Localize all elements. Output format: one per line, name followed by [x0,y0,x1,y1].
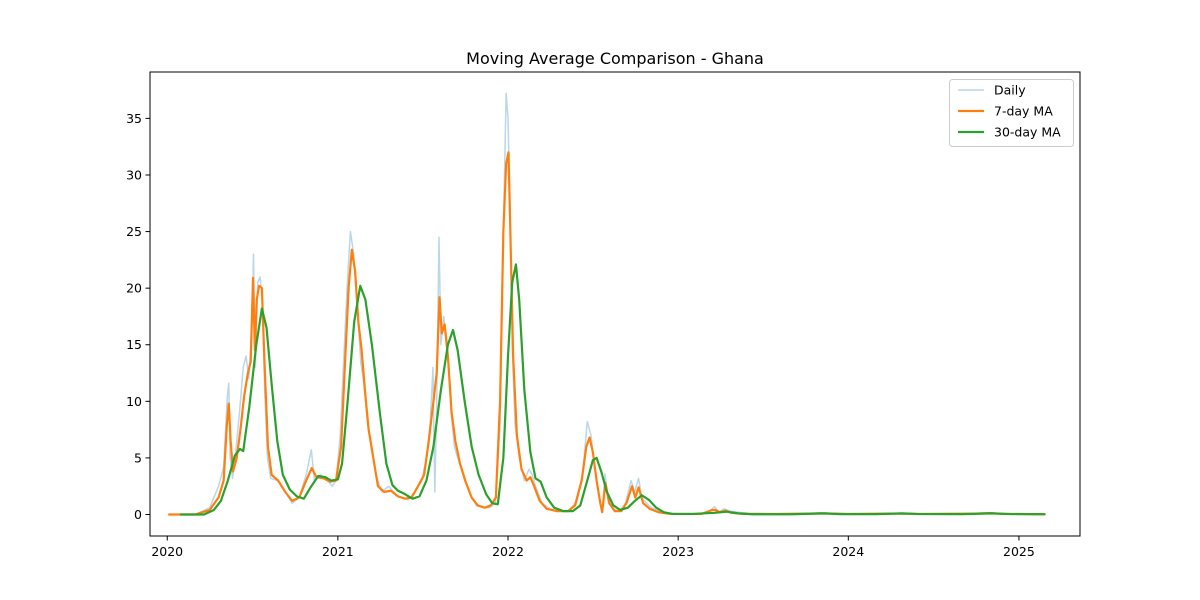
y-tick-label: 20 [126,281,142,296]
legend-label: 7-day MA [994,104,1053,119]
x-tick-label: 2023 [662,544,694,559]
legend: Daily 7-day MA 30-day MA [949,79,1074,147]
x-axis: 2020 2021 2022 2023 2024 2025 [151,536,1035,559]
y-tick-label: 0 [134,507,142,522]
y-tick-label: 30 [126,167,142,182]
x-tick-label: 2021 [322,544,354,559]
y-tick-label: 25 [126,224,142,239]
y-tick-label: 35 [126,111,142,126]
legend-item: 7-day MA [958,104,1053,119]
legend-box [949,79,1074,147]
legend-label: 30-day MA [994,125,1061,140]
y-tick-label: 5 [134,450,142,465]
chart-title: Moving Average Comparison - Ghana [466,49,764,68]
legend-item: Daily [958,83,1026,98]
series-line-7-day-ma [168,151,1046,516]
plot-area-frame [149,71,1081,537]
legend-item: 30-day MA [958,125,1061,140]
y-axis: 0 5 10 15 20 25 30 35 [126,111,150,522]
series-line-30-day-ma [179,263,1046,516]
x-tick-label: 2024 [832,544,864,559]
x-tick-label: 2022 [492,544,524,559]
legend-label: Daily [994,83,1026,98]
x-tick-label: 2025 [1003,544,1035,559]
x-tick-label: 2020 [151,544,183,559]
y-tick-label: 15 [126,337,142,352]
y-tick-label: 10 [126,394,142,409]
series-layer [168,92,1046,516]
